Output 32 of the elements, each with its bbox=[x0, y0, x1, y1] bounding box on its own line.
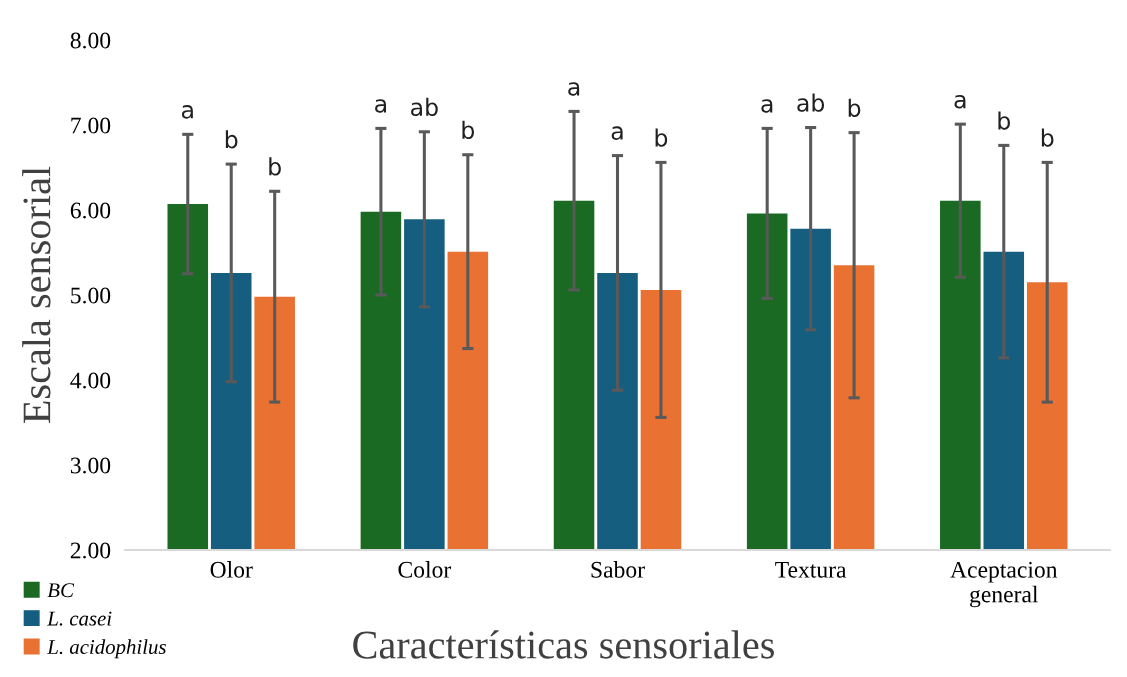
annotation: b bbox=[1041, 128, 1054, 147]
annotation: b bbox=[655, 128, 668, 147]
y-tick-label: 4.00 bbox=[70, 372, 111, 389]
y-tick-label: 5.00 bbox=[71, 287, 111, 304]
y-tick-label: 6.00 bbox=[70, 202, 111, 219]
y-axis-title: Escala sensorial bbox=[22, 166, 51, 424]
x-axis-title: Características sensoriales bbox=[353, 630, 774, 659]
y-tick-label: 3.00 bbox=[70, 457, 111, 474]
x-tick-label: Color bbox=[398, 561, 452, 578]
y-tick-label: 2.00 bbox=[70, 542, 111, 559]
x-tick-label: Sabor bbox=[591, 561, 645, 578]
annotation: a bbox=[181, 105, 193, 119]
legend-label: BC bbox=[47, 583, 75, 598]
annotation: a bbox=[611, 126, 623, 140]
annotation: b bbox=[225, 130, 238, 149]
legend-label: L. casei bbox=[47, 611, 112, 626]
annotation: ab bbox=[411, 97, 438, 117]
annotation: a bbox=[568, 82, 580, 96]
x-tick-label: Olor bbox=[210, 561, 253, 578]
x-tick-label: Textura bbox=[775, 562, 847, 578]
legend-label: L. acidophilus bbox=[47, 639, 166, 659]
y-tick-label: 8.00 bbox=[70, 32, 111, 49]
annotation: a bbox=[761, 99, 773, 113]
annotation: b bbox=[998, 111, 1010, 130]
annotation: a bbox=[954, 94, 966, 109]
annotation: ab bbox=[797, 93, 825, 112]
annotation: b bbox=[848, 98, 861, 117]
y-tick-label: 7.00 bbox=[71, 117, 111, 134]
x-tick-label: Aceptacion general bbox=[950, 561, 1058, 608]
annotation: b bbox=[269, 157, 281, 176]
annotation: a bbox=[375, 99, 386, 113]
annotation: b bbox=[462, 120, 475, 140]
